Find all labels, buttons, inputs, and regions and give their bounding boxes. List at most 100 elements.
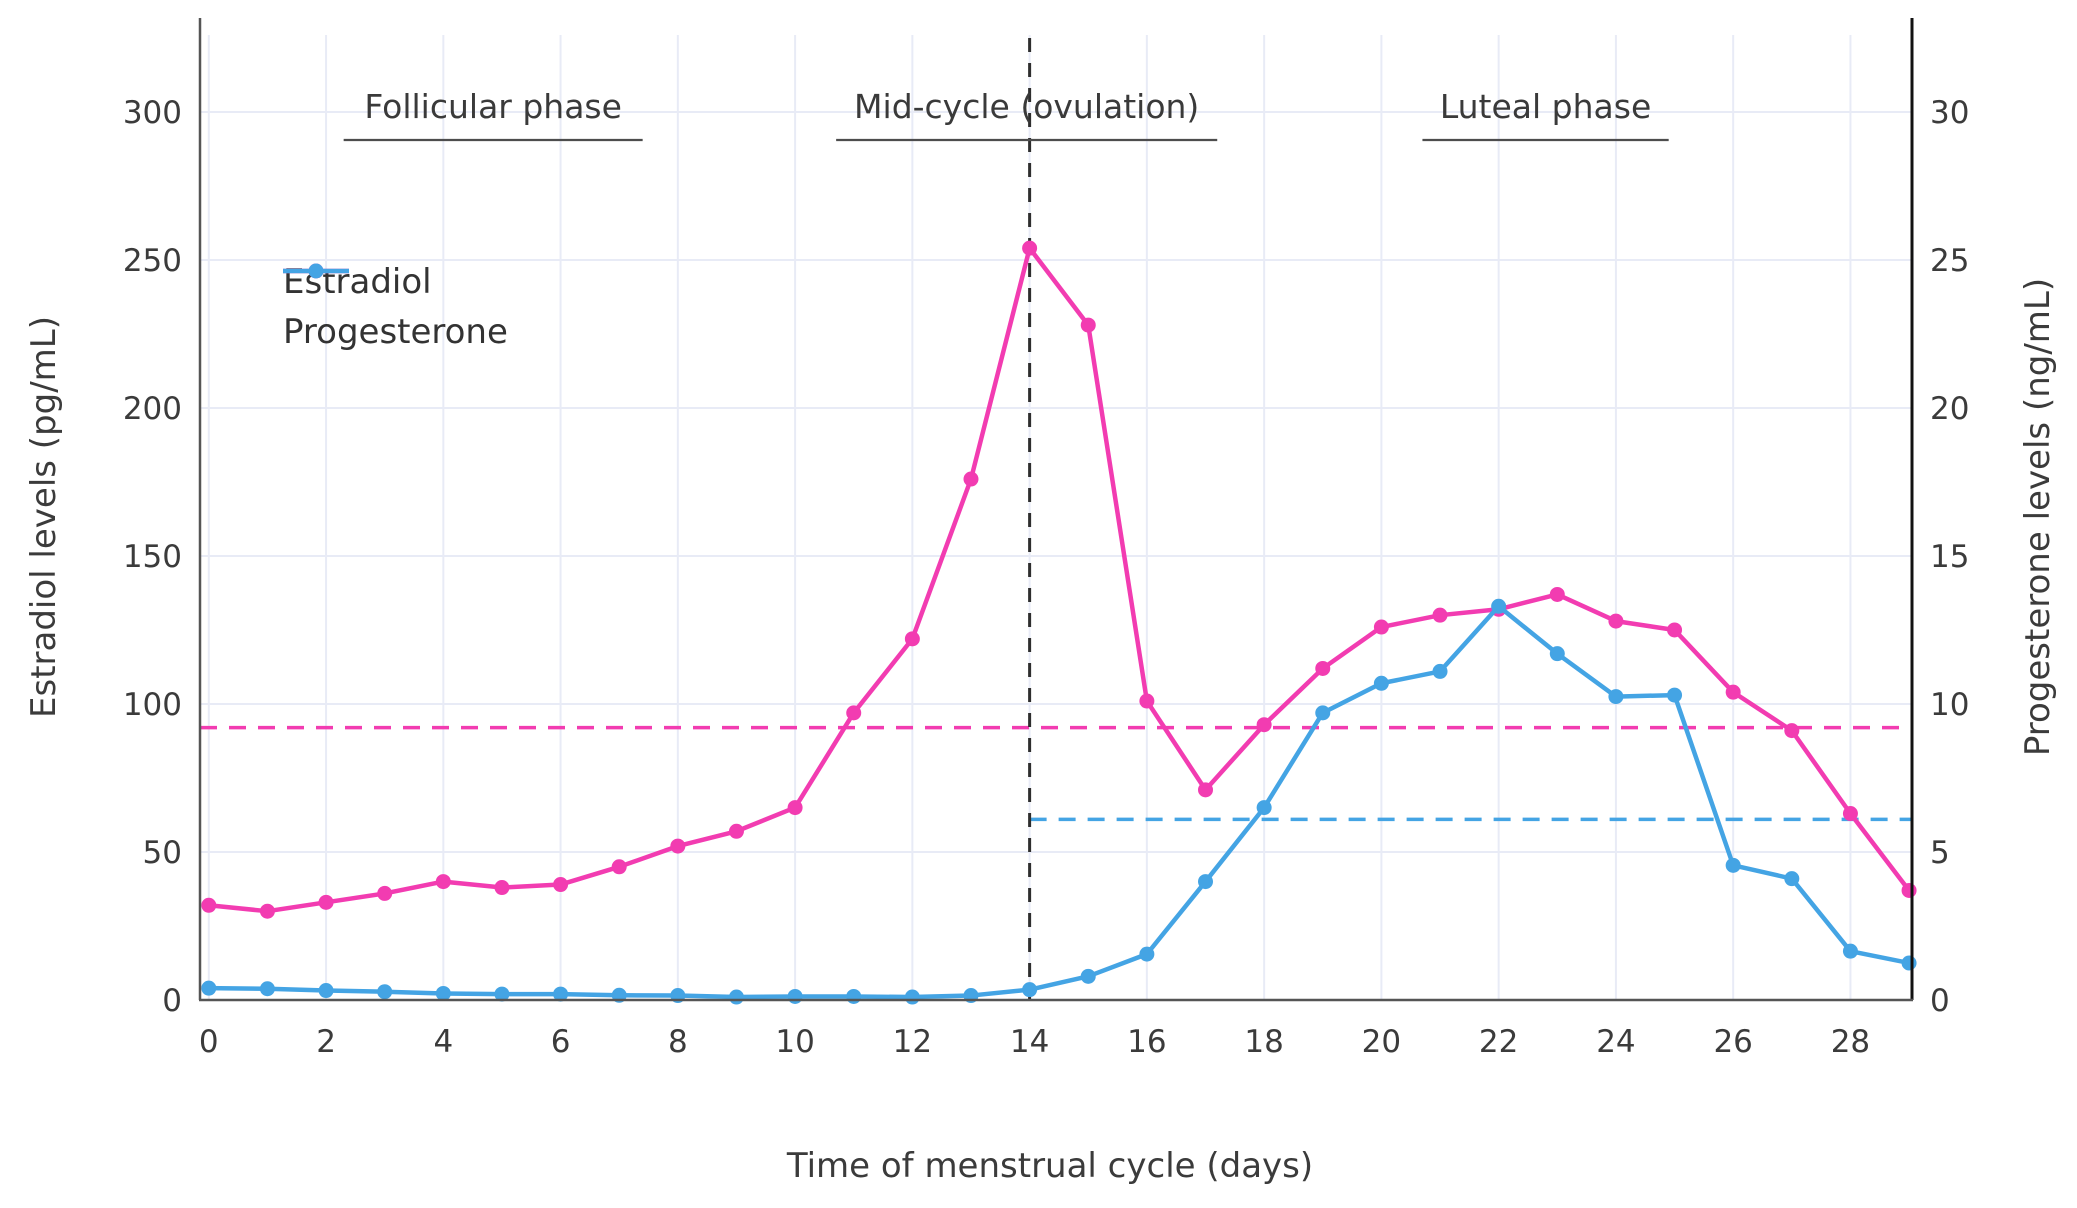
x-tick-label: 6	[551, 1024, 571, 1060]
data-point-estradiol	[435, 874, 451, 890]
data-point-progesterone	[1549, 646, 1565, 662]
y-left-tick-label: 250	[123, 243, 182, 279]
data-point-progesterone	[1432, 663, 1448, 679]
data-point-estradiol	[259, 903, 275, 919]
y-right-tick-label: 5	[1930, 835, 1950, 871]
data-point-estradiol	[1315, 660, 1331, 676]
legend-label: Estradiol	[283, 262, 432, 302]
data-point-progesterone	[1784, 871, 1800, 887]
data-point-progesterone	[1315, 705, 1331, 721]
y-left-tick-label: 150	[123, 539, 182, 575]
y-right-tick-label: 10	[1930, 687, 1969, 723]
data-point-estradiol	[201, 897, 217, 913]
data-point-progesterone	[1256, 800, 1272, 816]
y-right-tick-label: 0	[1930, 983, 1950, 1019]
data-point-estradiol	[1842, 806, 1858, 822]
x-tick-label: 2	[316, 1024, 336, 1060]
data-point-estradiol	[1139, 693, 1155, 709]
data-point-progesterone	[259, 981, 275, 997]
legend-item-progesterone: Progesterone	[283, 263, 508, 352]
data-point-estradiol	[1901, 882, 1917, 898]
data-point-estradiol	[904, 631, 920, 647]
data-point-progesterone	[318, 983, 334, 999]
phase-label: Luteal phase	[1440, 87, 1651, 126]
x-tick-label: 4	[433, 1024, 453, 1060]
data-point-estradiol	[1549, 586, 1565, 602]
data-point-progesterone	[494, 986, 510, 1002]
data-point-estradiol	[494, 880, 510, 896]
data-point-progesterone	[1667, 687, 1683, 703]
data-point-estradiol	[1608, 613, 1624, 629]
data-point-progesterone	[1198, 874, 1214, 890]
x-axis-title: Time of menstrual cycle (days)	[786, 1146, 1314, 1186]
data-point-progesterone	[1139, 946, 1155, 962]
series-line-progesterone	[206, 604, 1912, 1000]
legend-line-marker-icon	[283, 263, 349, 279]
data-point-estradiol	[1725, 684, 1741, 700]
y-right-tick-label: 30	[1930, 95, 1969, 131]
data-point-estradiol	[670, 838, 686, 854]
data-point-progesterone	[1901, 955, 1917, 971]
phase-label: Mid-cycle (ovulation)	[854, 87, 1199, 126]
y-left-tick-label: 100	[123, 687, 182, 723]
data-point-estradiol	[1198, 782, 1214, 798]
right-axis-title: Progesterone levels (ng/mL)	[2018, 277, 2058, 757]
x-tick-label: 22	[1479, 1024, 1518, 1060]
data-point-estradiol	[787, 800, 803, 816]
data-point-estradiol	[846, 705, 862, 721]
data-point-estradiol	[728, 823, 744, 839]
y-right-tick-label: 20	[1930, 391, 1969, 427]
data-point-progesterone	[377, 984, 393, 1000]
data-point-progesterone	[1608, 689, 1624, 705]
data-point-progesterone	[1842, 943, 1858, 959]
data-point-progesterone	[1491, 598, 1507, 614]
y-left-tick-label: 300	[123, 95, 182, 131]
data-point-progesterone	[553, 986, 569, 1002]
data-point-estradiol	[1784, 723, 1800, 739]
data-point-estradiol	[963, 471, 979, 487]
legend: Estradiol Progesterone	[283, 262, 508, 352]
x-tick-label: 26	[1713, 1024, 1752, 1060]
data-point-progesterone	[846, 988, 862, 1004]
data-point-estradiol	[377, 885, 393, 901]
data-point-progesterone	[1373, 675, 1389, 691]
y-right-tick-label: 15	[1930, 539, 1969, 575]
data-point-progesterone	[1022, 982, 1038, 998]
data-point-estradiol	[1432, 607, 1448, 623]
data-point-progesterone	[904, 989, 920, 1005]
data-point-estradiol	[1667, 622, 1683, 638]
x-tick-label: 16	[1127, 1024, 1166, 1060]
data-point-estradiol	[611, 859, 627, 875]
y-right-tick-label: 25	[1930, 243, 1969, 279]
data-point-progesterone	[1080, 968, 1096, 984]
data-point-progesterone	[787, 988, 803, 1004]
legend-item-estradiol: Estradiol	[283, 262, 508, 302]
x-tick-label: 10	[775, 1024, 814, 1060]
x-tick-label: 0	[199, 1024, 219, 1060]
series-line-estradiol	[206, 245, 1912, 914]
y-left-tick-label: 200	[123, 391, 182, 427]
data-point-estradiol	[1256, 717, 1272, 733]
y-left-tick-label: 0	[162, 983, 182, 1019]
legend-label: Progesterone	[283, 312, 508, 352]
data-point-estradiol	[1373, 619, 1389, 635]
y-left-tick-label: 50	[143, 835, 182, 871]
data-point-estradiol	[1080, 317, 1096, 333]
data-point-estradiol	[553, 877, 569, 893]
x-tick-label: 14	[1010, 1024, 1049, 1060]
data-point-progesterone	[435, 985, 451, 1001]
data-point-estradiol	[318, 894, 334, 910]
x-tick-label: 12	[893, 1024, 932, 1060]
x-tick-label: 8	[668, 1024, 688, 1060]
left-axis-title: Estradiol levels (pg/mL)	[24, 315, 64, 719]
data-point-estradiol	[1022, 240, 1038, 256]
phase-label: Follicular phase	[364, 87, 622, 126]
data-point-progesterone	[728, 989, 744, 1005]
x-tick-label: 28	[1831, 1024, 1870, 1060]
x-tick-label: 20	[1362, 1024, 1401, 1060]
x-tick-label: 24	[1596, 1024, 1635, 1060]
data-point-progesterone	[201, 980, 217, 996]
data-point-progesterone	[1725, 857, 1741, 873]
